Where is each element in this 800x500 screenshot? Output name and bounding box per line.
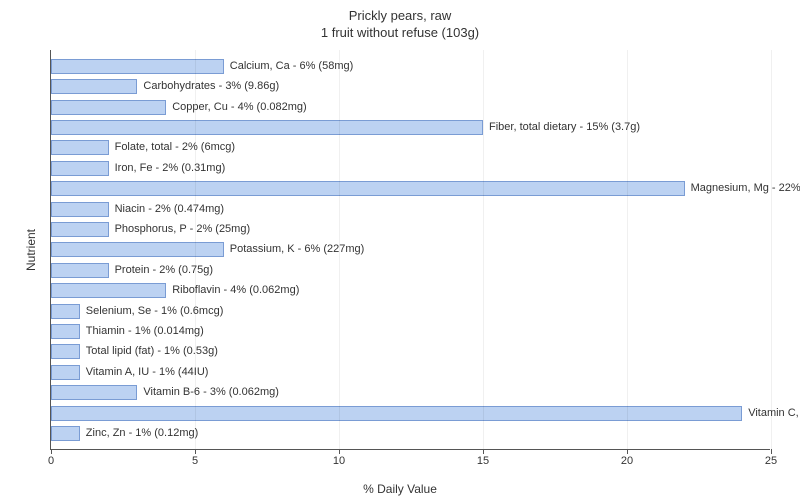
- chart-title: Prickly pears, raw 1 fruit without refus…: [0, 0, 800, 42]
- title-line-2: 1 fruit without refuse (103g): [0, 25, 800, 42]
- bar-row: Vitamin A, IU - 1% (44IU): [51, 362, 770, 382]
- bar-row: Fiber, total dietary - 15% (3.7g): [51, 117, 770, 137]
- bar-label: Zinc, Zn - 1% (0.12mg): [80, 426, 198, 441]
- bar-row: Protein - 2% (0.75g): [51, 260, 770, 280]
- bar-row: Thiamin - 1% (0.014mg): [51, 321, 770, 341]
- x-tick-mark: [51, 449, 52, 454]
- bar-label: Magnesium, Mg - 22% (88mg): [685, 181, 800, 196]
- bar-label: Total lipid (fat) - 1% (0.53g): [80, 344, 218, 359]
- bar-label: Iron, Fe - 2% (0.31mg): [109, 161, 226, 176]
- x-tick-mark: [339, 449, 340, 454]
- bar-label: Vitamin A, IU - 1% (44IU): [80, 365, 209, 380]
- bar: [51, 242, 224, 257]
- bar: [51, 324, 80, 339]
- bar-row: Niacin - 2% (0.474mg): [51, 199, 770, 219]
- bar: [51, 365, 80, 380]
- plot-area: Calcium, Ca - 6% (58mg) Carbohydrates - 3…: [50, 50, 770, 450]
- bar: [51, 426, 80, 441]
- bar-label: Thiamin - 1% (0.014mg): [80, 324, 204, 339]
- grid-line: [339, 50, 340, 449]
- y-axis-label: Nutrient: [24, 229, 38, 271]
- x-tick-mark: [483, 449, 484, 454]
- x-axis-label: % Daily Value: [363, 482, 437, 496]
- title-line-1: Prickly pears, raw: [0, 8, 800, 25]
- bar-label: Vitamin B-6 - 3% (0.062mg): [137, 385, 279, 400]
- bar-row: Carbohydrates - 3% (9.86g): [51, 76, 770, 96]
- grid-line: [627, 50, 628, 449]
- bars-container: Calcium, Ca - 6% (58mg) Carbohydrates - 3…: [51, 56, 770, 443]
- bar-row: Riboflavin - 4% (0.062mg): [51, 280, 770, 300]
- bar-label: Fiber, total dietary - 15% (3.7g): [483, 120, 640, 135]
- bar-row: Phosphorus, P - 2% (25mg): [51, 219, 770, 239]
- grid-line: [195, 50, 196, 449]
- bar-row: Folate, total - 2% (6mcg): [51, 138, 770, 158]
- bar: [51, 59, 224, 74]
- bar: [51, 181, 685, 196]
- x-tick-label: 25: [765, 455, 777, 467]
- bar-row: Vitamin C, total ascorbic acid - 24% (14…: [51, 403, 770, 423]
- x-tick-label: 15: [477, 455, 489, 467]
- bar-row: Iron, Fe - 2% (0.31mg): [51, 158, 770, 178]
- bar-label: Selenium, Se - 1% (0.6mcg): [80, 304, 224, 319]
- bar: [51, 344, 80, 359]
- bar-row: Magnesium, Mg - 22% (88mg): [51, 178, 770, 198]
- bar-row: Total lipid (fat) - 1% (0.53g): [51, 342, 770, 362]
- bar: [51, 140, 109, 155]
- x-tick-label: 5: [192, 455, 198, 467]
- bar: [51, 100, 166, 115]
- bar-label: Phosphorus, P - 2% (25mg): [109, 222, 251, 237]
- bar-row: Selenium, Se - 1% (0.6mcg): [51, 301, 770, 321]
- bar-label: Riboflavin - 4% (0.062mg): [166, 283, 299, 298]
- bar-row: Potassium, K - 6% (227mg): [51, 240, 770, 260]
- bar-label: Potassium, K - 6% (227mg): [224, 242, 365, 257]
- bar: [51, 202, 109, 217]
- bar: [51, 79, 137, 94]
- x-tick-label: 10: [333, 455, 345, 467]
- bar-label: Copper, Cu - 4% (0.082mg): [166, 100, 307, 115]
- bar-row: Zinc, Zn - 1% (0.12mg): [51, 423, 770, 443]
- bar-row: Vitamin B-6 - 3% (0.062mg): [51, 383, 770, 403]
- x-tick-label: 20: [621, 455, 633, 467]
- bar: [51, 283, 166, 298]
- grid-line: [483, 50, 484, 449]
- bar-row: Copper, Cu - 4% (0.082mg): [51, 97, 770, 117]
- bar-label: Niacin - 2% (0.474mg): [109, 202, 224, 217]
- bar: [51, 406, 742, 421]
- bar-label: Protein - 2% (0.75g): [109, 263, 213, 278]
- bar: [51, 304, 80, 319]
- bar: [51, 385, 137, 400]
- grid-line: [771, 50, 772, 449]
- x-tick-mark: [627, 449, 628, 454]
- bar: [51, 222, 109, 237]
- bar-label: Folate, total - 2% (6mcg): [109, 140, 235, 155]
- nutrient-chart: Prickly pears, raw 1 fruit without refus…: [0, 0, 800, 500]
- bar: [51, 161, 109, 176]
- x-tick-mark: [771, 449, 772, 454]
- bar-label: Carbohydrates - 3% (9.86g): [137, 79, 279, 94]
- x-tick-label: 0: [48, 455, 54, 467]
- x-tick-mark: [195, 449, 196, 454]
- bar: [51, 120, 483, 135]
- bar-label: Calcium, Ca - 6% (58mg): [224, 59, 353, 74]
- bar-row: Calcium, Ca - 6% (58mg): [51, 56, 770, 76]
- bar: [51, 263, 109, 278]
